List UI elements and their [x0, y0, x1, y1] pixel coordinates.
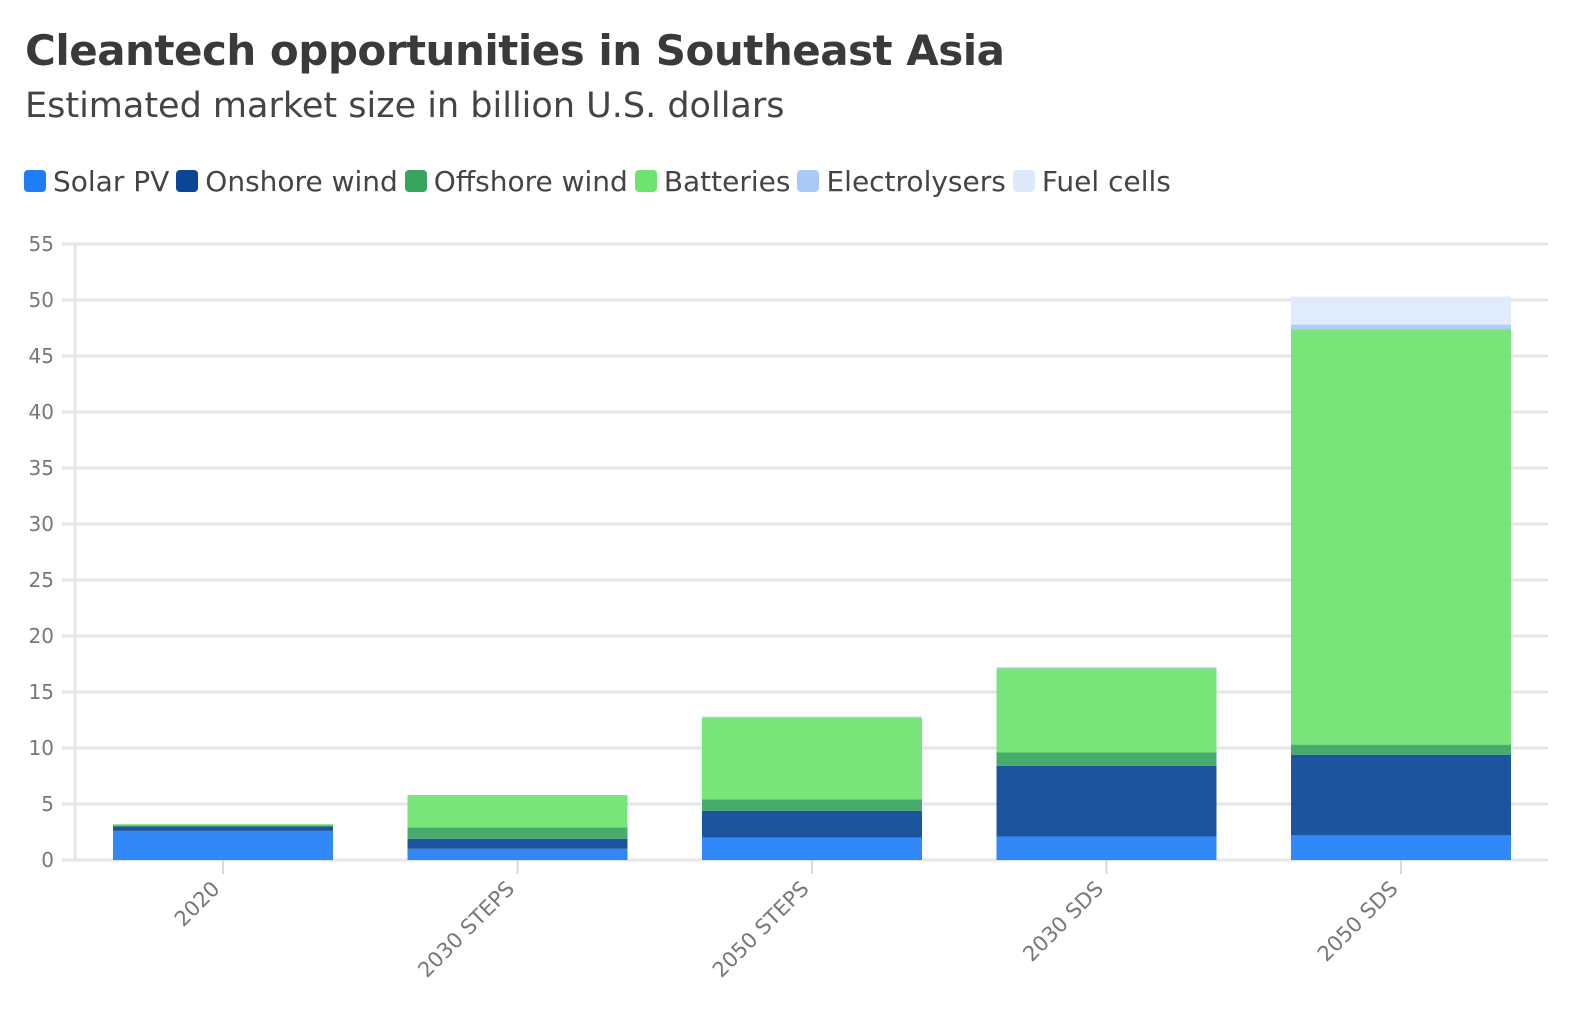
legend-swatch-offshore-wind [404, 170, 427, 192]
legend-swatch-batteries [634, 170, 657, 192]
chart-title: Cleantech opportunities in Southeast Asi… [25, 26, 1005, 75]
legend-swatch-electrolysers [797, 170, 820, 192]
y-tick-label-10: 10 [29, 736, 54, 760]
x-tick-label-2030-sds: 2030 SDS [1018, 877, 1108, 967]
y-tick-label-25: 25 [29, 568, 54, 592]
bar-2030-sds-onshore-wind[interactable] [996, 765, 1217, 837]
y-tick-label-15: 15 [29, 680, 54, 704]
y-tick-label-20: 20 [29, 624, 54, 648]
legend-swatch-solar-pv [24, 170, 46, 192]
bar-2030-sds-batteries[interactable] [996, 668, 1217, 753]
legend-item-solar-pv[interactable]: Solar PV [24, 165, 169, 198]
bar-2030-steps-onshore-wind[interactable] [407, 838, 628, 849]
bar-2030-steps-offshore-wind[interactable] [407, 827, 628, 839]
legend-label-offshore-wind: Offshore wind [433, 164, 628, 198]
x-tick-label-2030-steps: 2030 STEPS [413, 877, 519, 983]
legend-swatch-fuel-cells [1012, 170, 1035, 192]
bar-2020-onshore-wind[interactable] [113, 826, 333, 831]
y-tick-label-45: 45 [29, 344, 54, 368]
bar-2030-sds-offshore-wind[interactable] [996, 752, 1217, 766]
x-tick-label-2050-sds: 2050 SDS [1313, 877, 1403, 967]
bar-2050-sds-onshore-wind[interactable] [1291, 754, 1511, 836]
legend-label-batteries: Batteries [663, 164, 791, 198]
bar-2050-sds-solar-pv[interactable] [1291, 835, 1511, 860]
chart-legend: Solar PV Onshore wind Offshore wind Batt… [24, 163, 1178, 199]
legend-item-electrolysers[interactable]: Electrolysers [797, 164, 1006, 198]
x-tick-label-2050-steps: 2050 STEPS [708, 877, 814, 983]
bar-2020-solar-pv[interactable] [113, 830, 333, 860]
bar-2030-steps-batteries[interactable] [407, 795, 628, 828]
bar-2050-sds-offshore-wind[interactable] [1291, 744, 1511, 755]
legend-item-offshore-wind[interactable]: Offshore wind [404, 164, 628, 198]
chart-subtitle: Estimated market size in billion U.S. do… [25, 86, 785, 126]
bar-2050-sds-batteries[interactable] [1291, 329, 1511, 745]
bar-2050-sds-electrolysers[interactable] [1291, 324, 1511, 330]
y-tick-label-5: 5 [41, 792, 54, 816]
bar-2030-sds-electrolysers[interactable] [996, 667, 1217, 669]
legend-label-electrolysers: Electrolysers [826, 164, 1006, 198]
bar-2050-steps-onshore-wind[interactable] [702, 810, 922, 838]
bar-2050-steps-electrolysers[interactable] [702, 716, 922, 718]
bar-2020-batteries[interactable] [113, 824, 333, 826]
bar-2050-steps-offshore-wind[interactable] [702, 799, 922, 811]
bar-2050-steps-solar-pv[interactable] [702, 837, 922, 860]
legend-label-onshore-wind: Onshore wind [205, 164, 398, 198]
bar-2050-steps-batteries[interactable] [702, 717, 922, 800]
bar-2030-sds-solar-pv[interactable] [996, 836, 1217, 860]
bar-2020-offshore-wind[interactable] [113, 825, 333, 827]
y-tick-label-55: 55 [29, 232, 54, 256]
y-tick-label-35: 35 [29, 456, 54, 480]
legend-label-solar-pv: Solar PV [53, 164, 170, 198]
y-tick-label-50: 50 [29, 288, 54, 312]
legend-label-fuel-cells: Fuel cells [1041, 164, 1171, 198]
legend-item-onshore-wind[interactable]: Onshore wind [176, 164, 398, 198]
legend-swatch-onshore-wind [176, 170, 199, 192]
bar-2050-sds-fuel-cells[interactable] [1291, 296, 1511, 325]
x-tick-label-2020: 2020 [170, 877, 225, 932]
legend-item-batteries[interactable]: Batteries [634, 164, 791, 198]
y-tick-label-0: 0 [41, 848, 54, 872]
y-tick-label-40: 40 [29, 400, 54, 424]
legend-item-fuel-cells[interactable]: Fuel cells [1012, 164, 1171, 198]
bar-2030-steps-solar-pv[interactable] [407, 848, 628, 860]
y-tick-label-30: 30 [29, 512, 54, 536]
